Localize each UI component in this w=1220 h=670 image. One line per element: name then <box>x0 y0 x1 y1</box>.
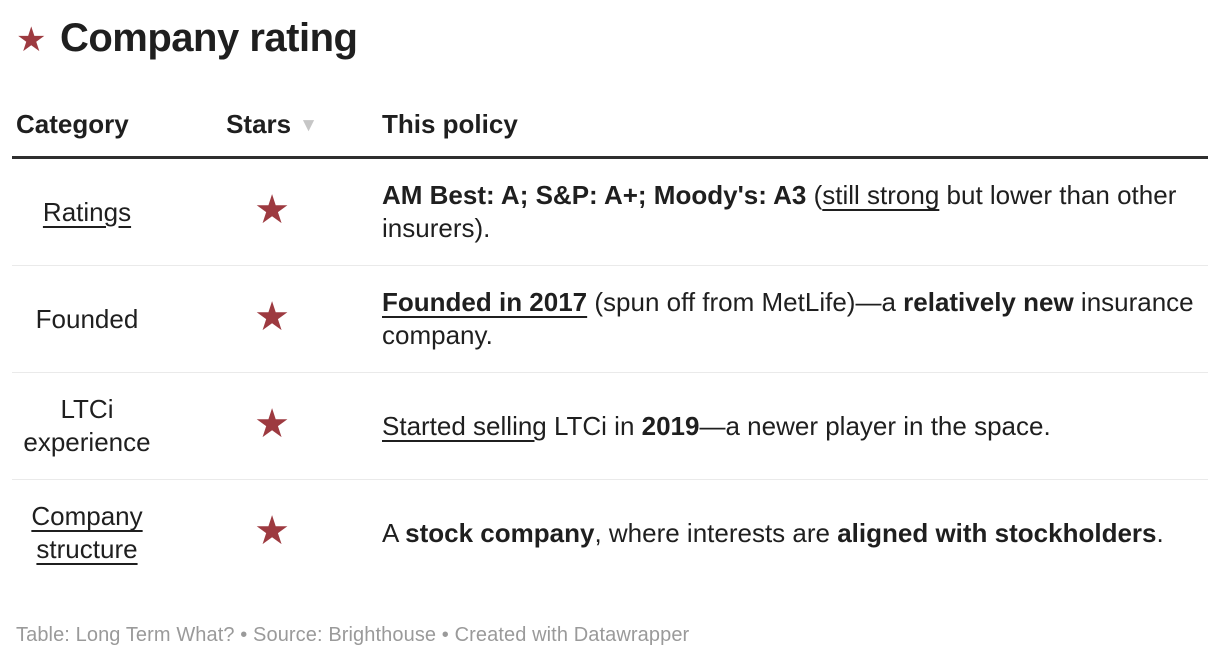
tooltip-link[interactable]: still strong <box>822 180 940 210</box>
table-row-founded: Founded ★ Founded in 2017 (spun off from… <box>12 266 1208 373</box>
text-segment: 2019 <box>641 410 700 441</box>
star-rating-icon: ★ <box>254 508 290 553</box>
sort-descending-icon[interactable]: ▼ <box>299 115 318 136</box>
text-segment: , where interests are <box>594 517 838 548</box>
column-header-category[interactable]: Category <box>16 109 129 139</box>
text-segment: Founded <box>35 303 139 334</box>
stars-cell: ★ <box>170 495 374 572</box>
text-segment: but lower than other insurers). <box>382 180 1177 243</box>
datawrapper-table-chart: ★ Company rating Category Stars ▼ This po… <box>12 16 1208 646</box>
text-segment: insurance company. <box>382 287 1194 350</box>
title-star-icon: ★ <box>16 20 46 59</box>
stars-cell: ★ <box>170 174 374 251</box>
table-row-company-structure: Company structure ★ A stock company, whe… <box>12 480 1208 586</box>
table-row-ltci-experience: LTCi experience ★ Started selling LTCi i… <box>12 373 1208 480</box>
text-segment: LTCi in <box>546 410 642 441</box>
text-segment: A <box>382 517 406 548</box>
category-cell-ltci-experience: LTCi experience <box>12 373 162 479</box>
column-header-stars[interactable]: Stars ▼ <box>170 95 374 156</box>
tooltip-link[interactable]: Founded in 2017 <box>382 287 588 317</box>
table-row-ratings: Ratings ★ AM Best: A; S&P: A+; Moody's: … <box>12 159 1208 266</box>
category-cell-ratings: Ratings <box>12 176 162 249</box>
table-header-row: Category Stars ▼ This policy <box>12 95 1208 159</box>
text-segment: ( <box>806 180 823 210</box>
column-header-this-policy[interactable]: This policy <box>382 109 518 139</box>
category-cell-founded: Founded <box>12 283 162 356</box>
star-rating-icon: ★ <box>254 401 290 446</box>
category-cell-company-structure: Company structure <box>12 480 162 586</box>
star-rating-icon: ★ <box>254 187 290 232</box>
column-header-stars-label: Stars <box>226 109 292 139</box>
rating-table: Category Stars ▼ This policy Ratings ★ AM… <box>12 95 1208 586</box>
table-body: Ratings ★ AM Best: A; S&P: A+; Moody's: … <box>12 159 1208 586</box>
text-segment: relatively new <box>903 287 1074 317</box>
policy-text-founded: Founded in 2017 (spun off from MetLife)—… <box>382 266 1208 372</box>
policy-text-ltci-experience: Started selling LTCi in 2019—a newer pla… <box>382 390 1208 463</box>
attribution-footer: Table: Long Term What? • Source: Brighth… <box>16 624 690 646</box>
stars-cell: ★ <box>170 281 374 358</box>
policy-text-company-structure: A stock company, where interests are ali… <box>382 497 1208 570</box>
star-rating-icon: ★ <box>254 294 290 339</box>
text-segment: . <box>1156 517 1164 548</box>
tooltip-link[interactable]: Started selling <box>382 410 547 441</box>
text-segment: stock company <box>405 517 595 548</box>
text-segment: LTCi experience <box>23 394 151 457</box>
policy-text-ratings: AM Best: A; S&P: A+; Moody's: A3 (still … <box>382 159 1208 265</box>
text-segment: —a newer player in the space. <box>699 410 1051 441</box>
category-link-company-structure[interactable]: Company structure <box>31 501 143 564</box>
chart-title-text: Company rating <box>59 16 358 60</box>
text-segment: AM Best: A; S&P: A+; Moody's: A3 <box>382 180 807 210</box>
chart-title: ★ Company rating <box>16 16 1208 61</box>
category-link-ratings[interactable]: Ratings <box>42 196 132 227</box>
stars-cell: ★ <box>170 388 374 465</box>
text-segment: aligned with stockholders <box>837 517 1157 548</box>
text-segment: (spun off from MetLife)—a <box>587 287 904 317</box>
